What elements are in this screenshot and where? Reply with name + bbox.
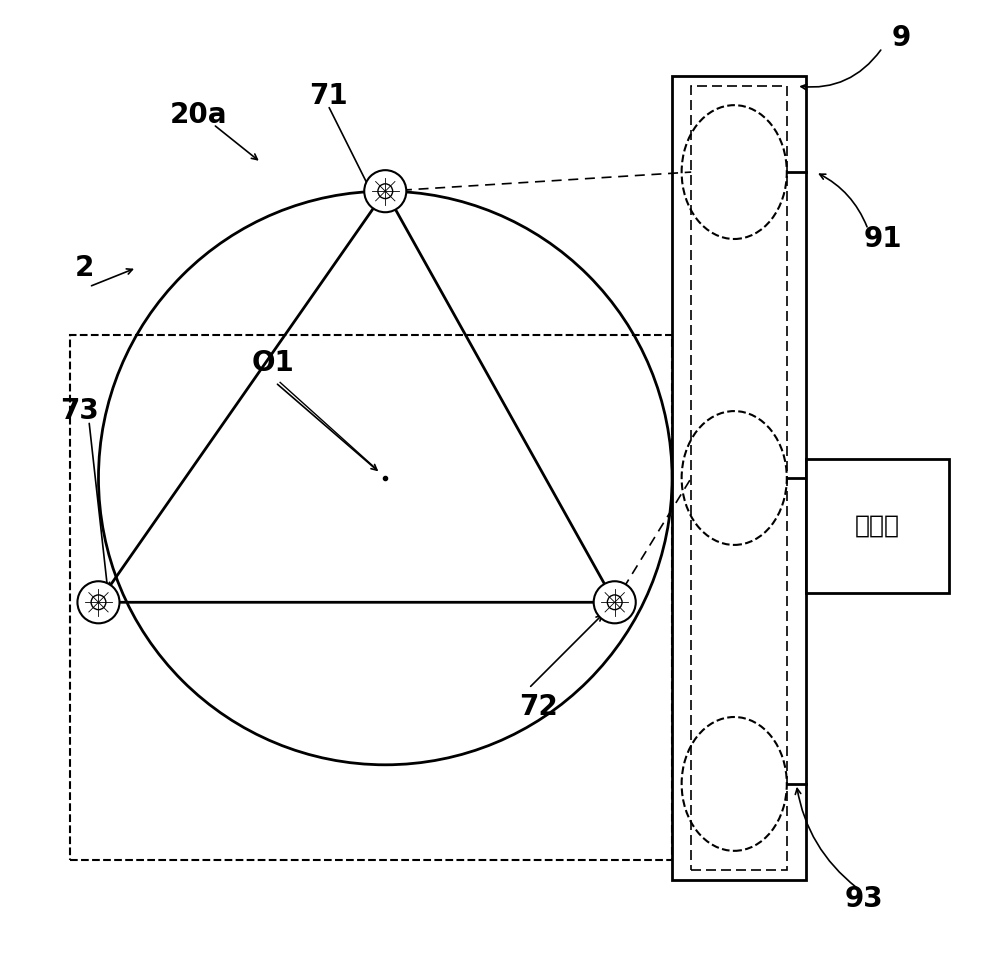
Circle shape xyxy=(77,581,120,623)
Bar xyxy=(672,76,806,880)
Text: 9: 9 xyxy=(892,24,911,53)
Text: 8: 8 xyxy=(892,540,911,569)
Circle shape xyxy=(378,184,393,199)
Text: 91: 91 xyxy=(863,225,902,253)
Circle shape xyxy=(364,170,406,212)
Text: 72: 72 xyxy=(519,693,558,722)
Bar xyxy=(70,335,672,860)
Circle shape xyxy=(91,595,106,610)
Text: 2: 2 xyxy=(75,253,94,282)
Bar xyxy=(691,86,787,870)
Text: 20a: 20a xyxy=(170,100,228,129)
Circle shape xyxy=(607,595,622,610)
Bar xyxy=(806,459,949,593)
Text: O1: O1 xyxy=(251,349,294,378)
Text: 93: 93 xyxy=(844,884,883,913)
Circle shape xyxy=(594,581,636,623)
Text: 测量器: 测量器 xyxy=(855,513,900,538)
Text: 73: 73 xyxy=(60,397,99,425)
Text: 71: 71 xyxy=(309,81,347,110)
Text: 92: 92 xyxy=(863,464,902,492)
